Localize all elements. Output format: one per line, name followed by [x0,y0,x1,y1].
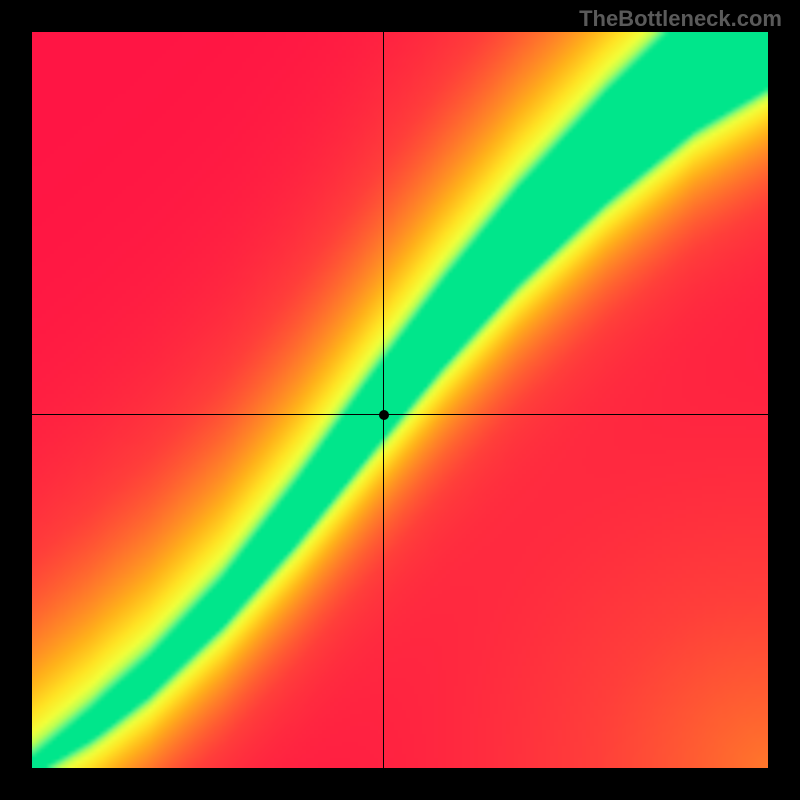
watermark-text: TheBottleneck.com [579,6,782,32]
heatmap-canvas [32,32,768,768]
marker-point [379,410,389,420]
crosshair-vertical [383,32,384,768]
chart-container: TheBottleneck.com [0,0,800,800]
crosshair-horizontal [32,414,768,415]
plot-area [32,32,768,768]
